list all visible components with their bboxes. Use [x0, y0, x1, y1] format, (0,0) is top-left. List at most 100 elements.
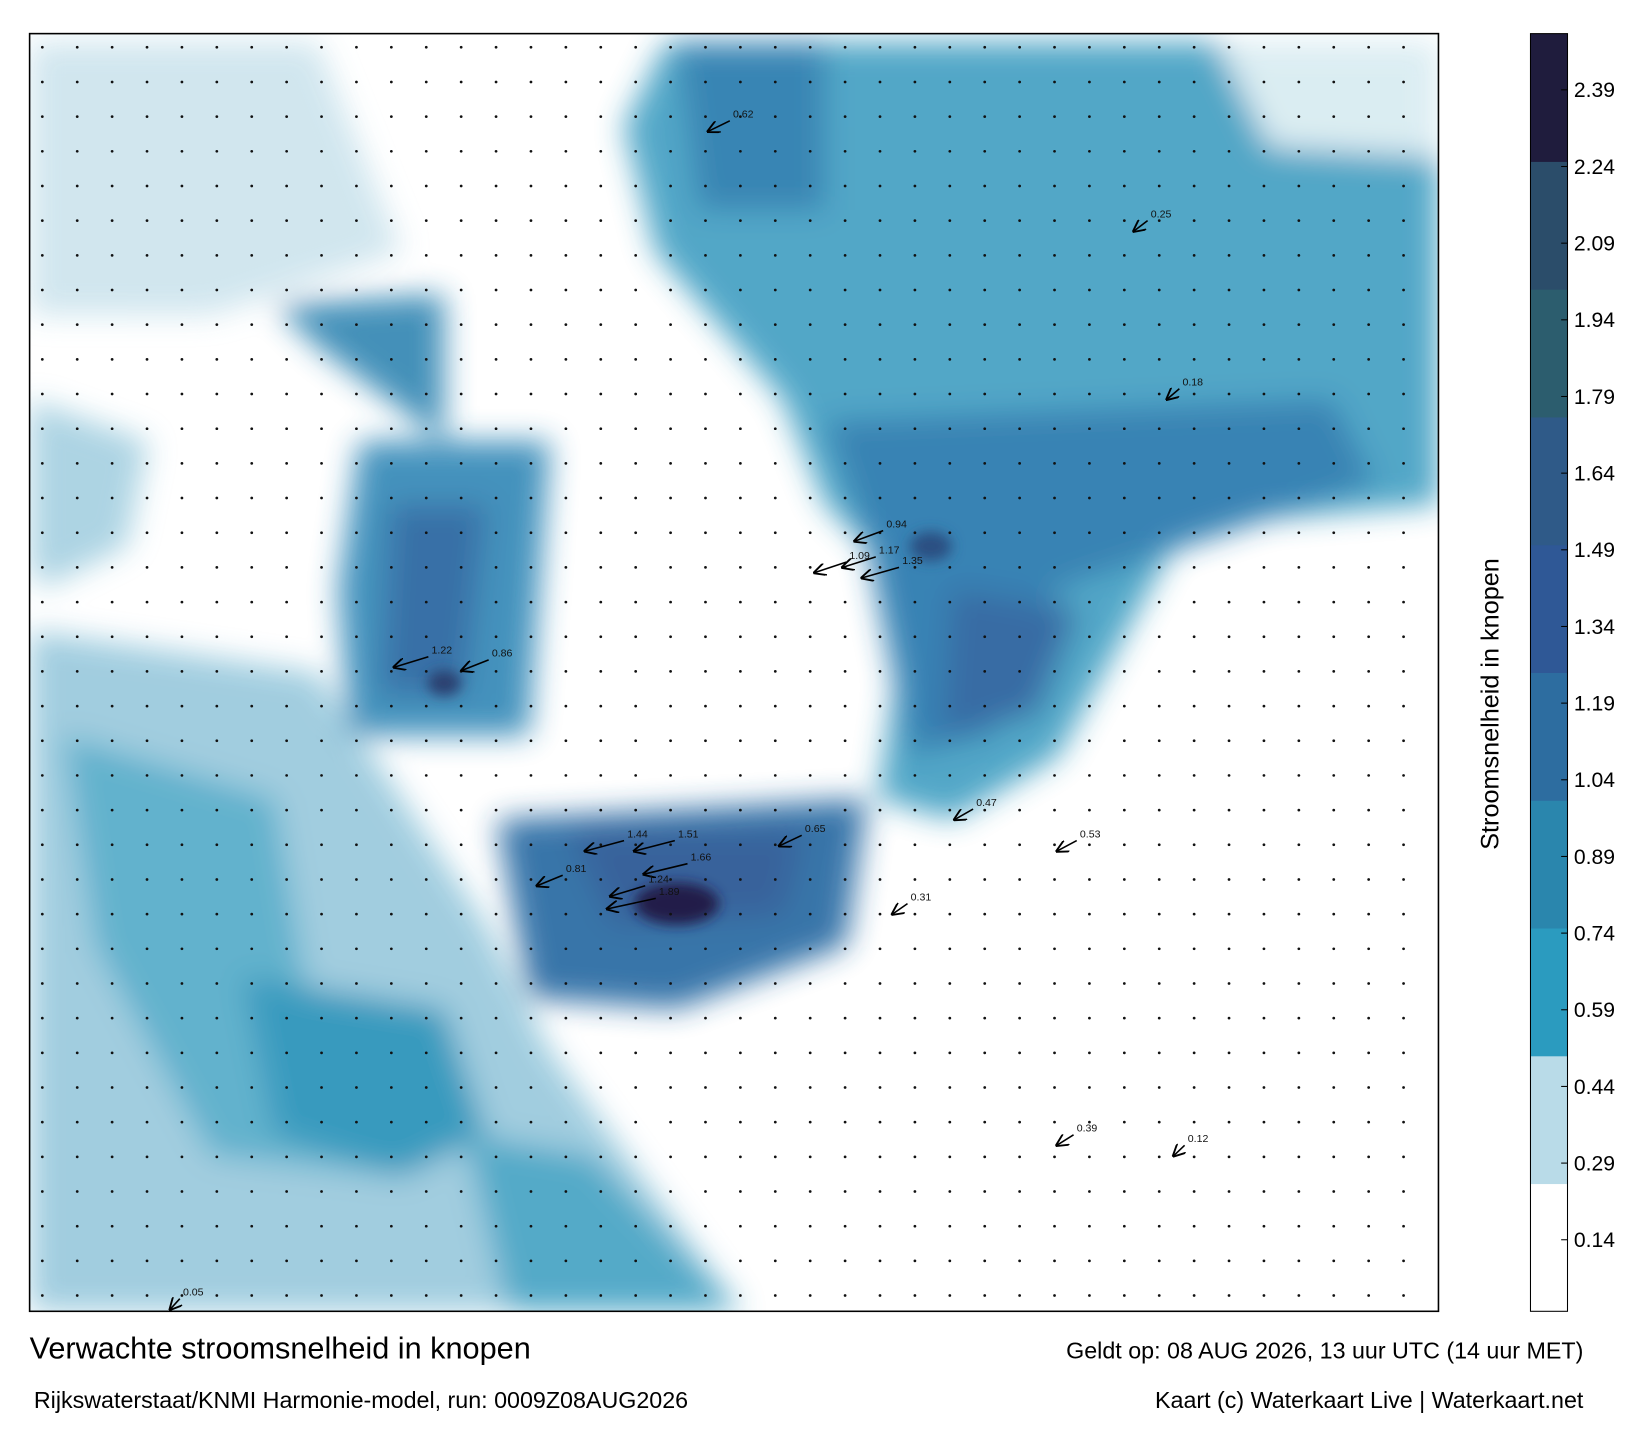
- grid-dot: [424, 115, 428, 118]
- grid-dot: [808, 843, 812, 847]
- grid-dot: [669, 115, 672, 118]
- grid-dot: [389, 427, 393, 431]
- colorbar-tick-label: 1.79: [1574, 386, 1615, 409]
- grid-dot: [285, 115, 289, 118]
- grid-dot: [1367, 462, 1371, 465]
- grid-dot: [564, 1051, 568, 1055]
- grid-dot: [948, 1120, 952, 1124]
- grid-dot: [1402, 496, 1405, 500]
- grid-dot: [983, 427, 987, 431]
- grid-dot: [40, 878, 44, 881]
- speed-arrow: [462, 659, 489, 671]
- grid-dot: [634, 843, 638, 847]
- grid-dot: [320, 635, 323, 639]
- grid-dot: [1297, 288, 1301, 292]
- grid-dot: [948, 566, 952, 569]
- grid-dot: [1262, 566, 1266, 569]
- grid-dot: [564, 288, 568, 292]
- grid-dot: [215, 80, 219, 84]
- grid-dot: [424, 427, 428, 431]
- grid-dot: [1053, 288, 1056, 292]
- grid-dot: [459, 1016, 463, 1020]
- grid-dot: [110, 1086, 114, 1089]
- grid-dot: [599, 1259, 603, 1263]
- grid-dot: [389, 1190, 393, 1193]
- grid-dot: [459, 1051, 463, 1055]
- grid-dot: [75, 1086, 79, 1089]
- grid-dot: [529, 219, 533, 223]
- grid-dot: [1402, 670, 1405, 673]
- grid-dot: [983, 357, 987, 361]
- grid-dot: [110, 357, 114, 361]
- grid-dot: [983, 566, 987, 569]
- grid-dot: [948, 1016, 952, 1020]
- grid-dot: [320, 115, 323, 118]
- grid-dot: [878, 219, 882, 223]
- grid-dot: [913, 1294, 917, 1297]
- grid-dot: [739, 427, 742, 431]
- grid-dot: [1227, 739, 1231, 743]
- grid-dot: [285, 80, 289, 84]
- grid-dot: [75, 323, 79, 327]
- grid-dot: [1192, 288, 1196, 292]
- grid-dot: [1227, 1051, 1231, 1055]
- grid-dot: [40, 1086, 44, 1089]
- grid-dot: [1088, 566, 1091, 569]
- grid-dot: [145, 774, 149, 777]
- grid-dot: [459, 947, 463, 951]
- grid-dot: [1053, 1155, 1056, 1159]
- grid-dot: [355, 462, 358, 465]
- grid-dot: [1122, 1016, 1126, 1020]
- grid-dot: [215, 670, 219, 673]
- grid-dot: [599, 219, 603, 223]
- grid-dot: [529, 947, 533, 951]
- grid-dot: [320, 912, 323, 916]
- colorbar: 0.140.290.440.590.740.891.041.191.341.49…: [1529, 33, 1615, 1312]
- grid-dot: [1227, 1086, 1231, 1089]
- grid-dot: [948, 670, 952, 673]
- speed-arrow: [607, 897, 656, 909]
- grid-dot: [913, 45, 917, 49]
- grid-dot: [75, 531, 79, 535]
- speed-arrow: [815, 561, 847, 573]
- grid-dot: [843, 392, 847, 396]
- grid-dot: [564, 808, 568, 812]
- grid-dot: [739, 1190, 742, 1193]
- colorbar-band: [1530, 161, 1568, 290]
- grid-dot: [808, 808, 812, 812]
- grid-dot: [843, 600, 847, 604]
- grid-dot: [285, 704, 289, 708]
- grid-dot: [1088, 739, 1091, 743]
- grid-dot: [704, 1190, 707, 1193]
- grid-dot: [983, 80, 987, 84]
- grid-dot: [1157, 774, 1161, 777]
- grid-dot: [948, 1086, 952, 1089]
- grid-dot: [494, 357, 498, 361]
- grid-dot: [1297, 392, 1301, 396]
- grid-dot: [1088, 288, 1091, 292]
- grid-dot: [599, 635, 603, 639]
- grid-dot: [773, 670, 777, 673]
- grid-dot: [320, 184, 323, 188]
- grid-dot: [843, 635, 847, 639]
- grid-dot: [285, 357, 289, 361]
- grid-dot: [1122, 635, 1126, 639]
- grid-dot: [808, 149, 812, 153]
- grid-dot: [40, 1294, 44, 1297]
- grid-dot: [1332, 427, 1336, 431]
- grid-dot: [669, 45, 672, 49]
- speed-arrow: [170, 1299, 180, 1310]
- grid-dot: [704, 462, 707, 465]
- grid-dot: [1367, 496, 1371, 500]
- grid-dot: [1018, 600, 1021, 604]
- grid-dot: [1227, 600, 1231, 604]
- grid-dot: [1367, 184, 1371, 188]
- grid-dot: [40, 670, 44, 673]
- grid-dot: [529, 288, 533, 292]
- grid-dot: [1402, 982, 1405, 985]
- speed-label: 0.12: [1188, 1133, 1209, 1145]
- grid-dot: [75, 149, 79, 153]
- grid-dot: [1297, 219, 1301, 223]
- grid-dot: [1227, 912, 1231, 916]
- grid-dot: [355, 80, 358, 84]
